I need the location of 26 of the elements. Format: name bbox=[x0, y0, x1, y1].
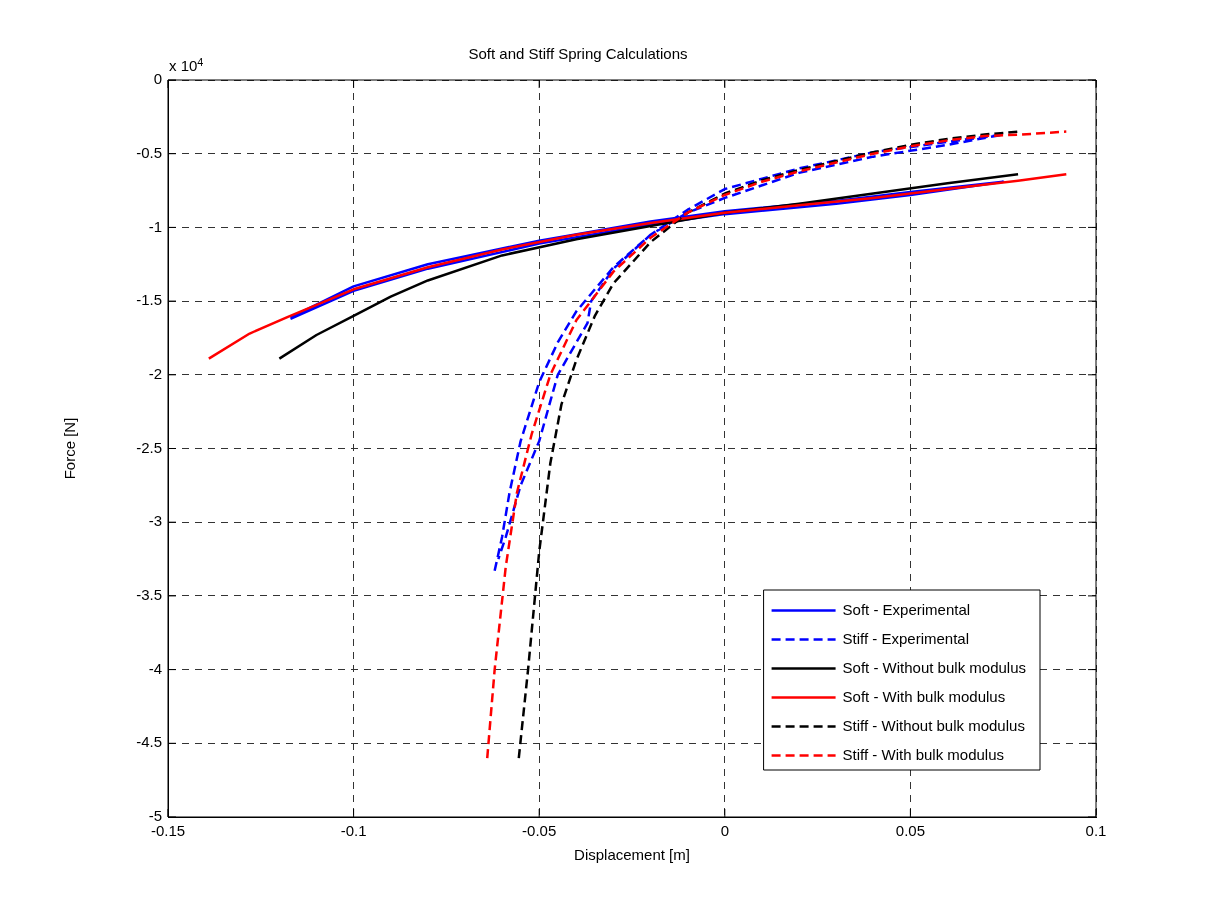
legend-label: Stiff - Experimental bbox=[842, 629, 970, 647]
x-tick-label: -0.15 bbox=[150, 822, 186, 840]
y-tick-label: -2 bbox=[148, 364, 162, 382]
y-tick-label: 0 bbox=[153, 70, 162, 88]
legend-label: Soft - Experimental bbox=[842, 600, 971, 618]
x-tick-label: -0.1 bbox=[340, 822, 367, 840]
x-tick-label: 0 bbox=[720, 822, 729, 840]
x-tick-label: -0.05 bbox=[522, 822, 557, 840]
y-tick-label: -4 bbox=[148, 659, 162, 677]
y-tick-label: -3.5 bbox=[136, 586, 162, 604]
y-tick-label: -4.5 bbox=[136, 733, 162, 751]
y-tick-label: -3 bbox=[148, 512, 162, 530]
y-axis-title: Force [N] bbox=[61, 417, 79, 480]
x-tick-label: 0.05 bbox=[895, 822, 925, 840]
chart-title: Soft and Stiff Spring Calculations bbox=[468, 45, 688, 63]
y-tick-label: -5 bbox=[148, 807, 162, 825]
y-tick-label: -0.5 bbox=[136, 143, 162, 161]
x-axis-title: Displacement [m] bbox=[574, 846, 690, 864]
y-tick-label: -1.5 bbox=[136, 291, 162, 309]
y-tick-label: -1 bbox=[148, 217, 162, 235]
legend-label: Stiff - Without bulk modulus bbox=[842, 716, 1025, 734]
legend-label: Soft - With bulk modulus bbox=[842, 687, 1006, 705]
legend-label: Stiff - With bulk modulus bbox=[842, 745, 1005, 763]
y-tick-label: -2.5 bbox=[136, 438, 162, 456]
x-tick-label: 0.1 bbox=[1085, 822, 1107, 840]
legend-label: Soft - Without bulk modulus bbox=[842, 658, 1027, 676]
